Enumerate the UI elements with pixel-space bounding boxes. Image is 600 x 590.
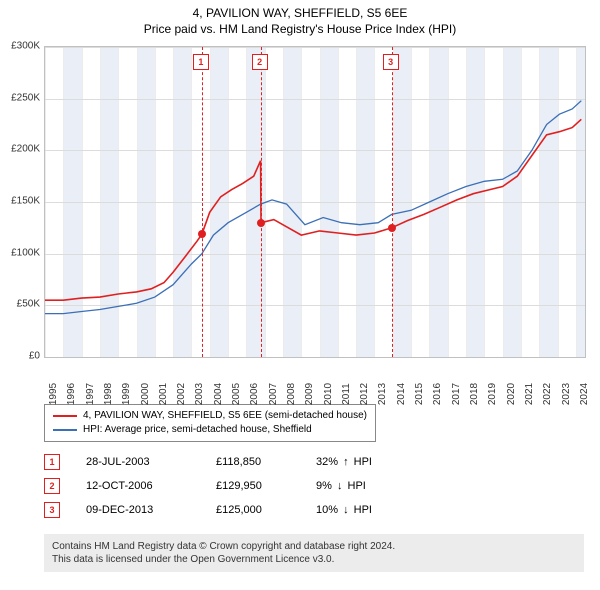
tx-marker-box: 3 (44, 502, 60, 518)
x-axis-label: 2002 (176, 383, 187, 405)
chart-container: 4, PAVILION WAY, SHEFFIELD, S5 6EE Price… (0, 0, 600, 590)
tx-diff: 32% ↑ HPI (316, 456, 436, 468)
title-address: 4, PAVILION WAY, SHEFFIELD, S5 6EE (0, 6, 600, 22)
x-axis-label: 2001 (158, 383, 169, 405)
y-axis-label: £150K (0, 196, 40, 207)
y-axis-label: £50K (0, 299, 40, 310)
x-axis-label: 2000 (140, 383, 151, 405)
marker-box: 1 (193, 54, 209, 70)
x-axis-label: 2012 (359, 383, 370, 405)
arrow-icon: ↓ (337, 480, 343, 492)
marker-dot (257, 219, 265, 227)
marker-dot (198, 230, 206, 238)
x-axis-label: 2018 (469, 383, 480, 405)
transaction-table: 1 28-JUL-2003£118,85032% ↑ HPI 2 12-OCT-200… (44, 450, 584, 522)
x-axis-label: 2007 (268, 383, 279, 405)
legend-row-hpi: HPI: Average price, semi-detached house,… (53, 423, 367, 437)
x-axis-label: 2004 (213, 383, 224, 405)
series-hpi (45, 101, 581, 314)
x-axis-label: 2024 (579, 383, 590, 405)
arrow-icon: ↑ (343, 456, 349, 468)
x-axis-label: 2005 (231, 383, 242, 405)
x-axis-label: 2011 (341, 383, 352, 405)
tx-date: 28-JUL-2003 (86, 456, 216, 468)
tx-marker-box: 2 (44, 478, 60, 494)
x-axis-label: 2022 (542, 383, 553, 405)
tx-diff: 9% ↓ HPI (316, 480, 436, 492)
legend-swatch-price (53, 415, 77, 417)
marker-box: 3 (383, 54, 399, 70)
x-axis-label: 2019 (487, 383, 498, 405)
title-subtitle: Price paid vs. HM Land Registry's House … (0, 22, 600, 38)
x-axis-label: 2017 (451, 383, 462, 405)
marker-dot (388, 224, 396, 232)
x-axis-label: 1995 (48, 383, 59, 405)
line-series (45, 47, 585, 357)
y-axis-label: £250K (0, 92, 40, 103)
y-axis-label: £300K (0, 41, 40, 52)
x-axis-label: 2021 (524, 383, 535, 405)
x-axis-label: 2015 (414, 383, 425, 405)
tx-price: £125,000 (216, 504, 316, 516)
footer-attribution: Contains HM Land Registry data © Crown c… (44, 534, 584, 572)
y-axis-label: £100K (0, 247, 40, 258)
marker-line (392, 47, 393, 357)
x-axis-label: 1996 (66, 383, 77, 405)
x-axis-label: 2013 (377, 383, 388, 405)
legend-swatch-hpi (53, 429, 77, 431)
x-axis-label: 1997 (85, 383, 96, 405)
tx-date: 09-DEC-2013 (86, 504, 216, 516)
arrow-icon: ↓ (343, 504, 349, 516)
tx-diff: 10% ↓ HPI (316, 504, 436, 516)
x-axis-label: 2020 (506, 383, 517, 405)
x-axis-label: 2009 (304, 383, 315, 405)
plot-area (44, 46, 586, 358)
transaction-row: 3 09-DEC-2013£125,00010% ↓ HPI (44, 498, 584, 522)
tx-price: £129,950 (216, 480, 316, 492)
tx-marker-box: 1 (44, 454, 60, 470)
x-axis-label: 2008 (286, 383, 297, 405)
y-axis-label: £200K (0, 144, 40, 155)
transaction-row: 2 12-OCT-2006£129,9509% ↓ HPI (44, 474, 584, 498)
legend-row-price: 4, PAVILION WAY, SHEFFIELD, S5 6EE (semi… (53, 409, 367, 423)
x-axis-label: 1999 (121, 383, 132, 405)
legend-label-hpi: HPI: Average price, semi-detached house,… (83, 423, 312, 437)
x-axis-label: 2014 (396, 383, 407, 405)
x-axis-label: 2016 (432, 383, 443, 405)
legend-label-price: 4, PAVILION WAY, SHEFFIELD, S5 6EE (semi… (83, 409, 367, 423)
tx-price: £118,850 (216, 456, 316, 468)
legend-box: 4, PAVILION WAY, SHEFFIELD, S5 6EE (semi… (44, 404, 376, 442)
chart-title: 4, PAVILION WAY, SHEFFIELD, S5 6EE Price… (0, 0, 600, 37)
marker-line (202, 47, 203, 357)
x-axis-label: 2003 (194, 383, 205, 405)
series-price_paid (45, 119, 581, 300)
tx-date: 12-OCT-2006 (86, 480, 216, 492)
x-axis-label: 2010 (323, 383, 334, 405)
x-axis-label: 2006 (249, 383, 260, 405)
footer-line1: Contains HM Land Registry data © Crown c… (52, 540, 576, 553)
x-axis-label: 2023 (561, 383, 572, 405)
x-axis-label: 1998 (103, 383, 114, 405)
transaction-row: 1 28-JUL-2003£118,85032% ↑ HPI (44, 450, 584, 474)
marker-line (261, 47, 262, 357)
marker-box: 2 (252, 54, 268, 70)
footer-line2: This data is licensed under the Open Gov… (52, 553, 576, 566)
y-axis-label: £0 (0, 351, 40, 362)
